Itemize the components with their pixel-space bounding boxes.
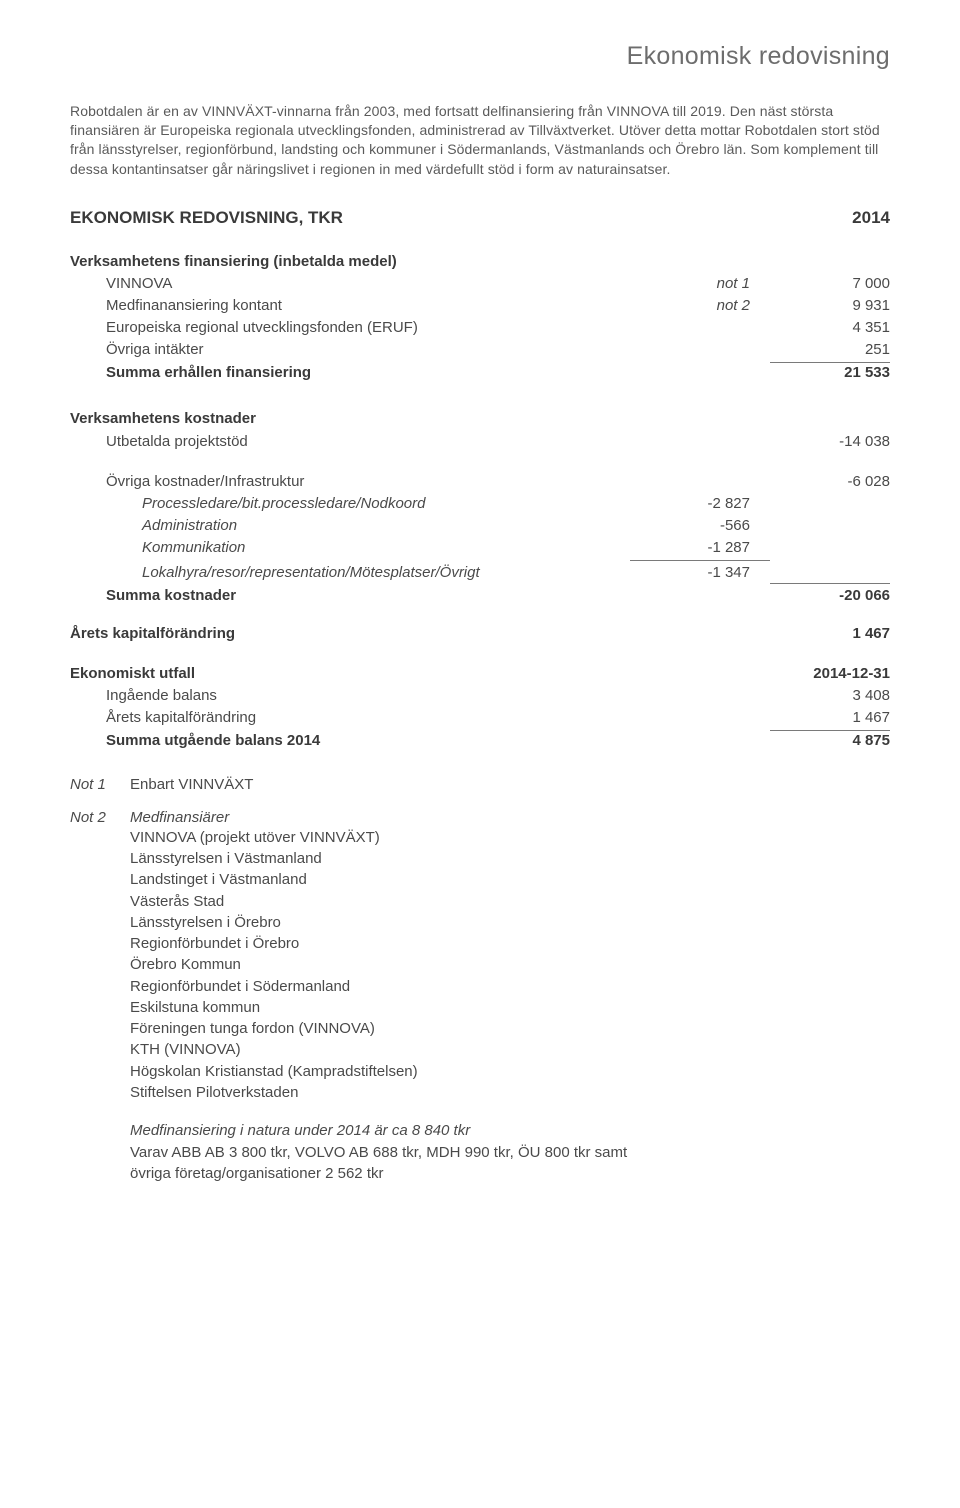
row-label: Årets kapitalförändring xyxy=(70,708,630,728)
note-body: Enbart VINNVÄXT xyxy=(130,775,890,795)
sum-row: Summa erhållen finansiering 21 533 xyxy=(70,363,890,385)
row-value: 4 875 xyxy=(770,731,890,751)
list-item: Föreningen tunga fordon (VINNOVA) xyxy=(130,1019,890,1039)
table-row: Årets kapitalförändring 1 467 xyxy=(70,708,890,731)
note-key: Not 2 xyxy=(70,808,130,828)
footer-line: övriga företag/organisationer 2 562 tkr xyxy=(130,1164,890,1184)
row-label: VINNOVA xyxy=(70,274,630,294)
list-item: Högskolan Kristianstad (Kampradstiftelse… xyxy=(130,1062,890,1082)
list-item: Västerås Stad xyxy=(130,892,890,912)
table-row: Övriga kostnader/Infrastruktur -6 028 xyxy=(70,472,890,494)
table-heading: EKONOMISK REDOVISNING, TKR 2014 xyxy=(70,207,890,230)
list-item: Länsstyrelsen i Örebro xyxy=(130,913,890,933)
outcome-date: 2014-12-31 xyxy=(770,664,890,684)
row-label: Kommunikation xyxy=(70,538,630,558)
row-value: -6 028 xyxy=(770,472,890,492)
list-item: VINNOVA (projekt utöver VINNVÄXT) xyxy=(130,828,890,848)
page-title: Ekonomisk redovisning xyxy=(70,40,890,74)
table-row: Utbetalda projektstöd -14 038 xyxy=(70,432,890,454)
row-value: -14 038 xyxy=(770,432,890,452)
note-key: Not 1 xyxy=(70,775,130,795)
row-mid: -1 347 xyxy=(630,560,770,583)
outcome-title: Ekonomiskt utfall xyxy=(70,664,630,684)
row-mid: -1 287 xyxy=(630,538,770,558)
table-row: Ingående balans 3 408 xyxy=(70,686,890,708)
table-row: Medfinanansiering kontant not 2 9 931 xyxy=(70,296,890,318)
sum-row: Summa kostnader -20 066 xyxy=(70,583,890,606)
row-label: Summa utgående balans 2014 xyxy=(70,731,630,751)
note2-title: Medfinansiärer xyxy=(130,808,890,828)
list-item: Landstinget i Västmanland xyxy=(130,870,890,890)
heading-left: EKONOMISK REDOVISNING, TKR xyxy=(70,207,343,230)
intro-paragraph: Robotdalen är en av VINNVÄXT-vinnarna fr… xyxy=(70,102,890,179)
sum-row: Summa utgående balans 2014 4 875 xyxy=(70,731,890,753)
row-mid: -566 xyxy=(630,516,770,536)
table-row: Kommunikation -1 287 xyxy=(70,538,890,560)
outcome-heading: Ekonomiskt utfall 2014-12-31 xyxy=(70,664,890,686)
row-label: Övriga kostnader/Infrastruktur xyxy=(70,472,630,492)
row-value: 3 408 xyxy=(770,686,890,706)
table-row: Administration -566 xyxy=(70,516,890,538)
costs-title: Verksamhetens kostnader xyxy=(70,409,890,429)
row-label: Europeiska regional utvecklingsfonden (E… xyxy=(70,318,630,338)
row-value: 251 xyxy=(770,340,890,363)
row-label: Medfinanansiering kontant xyxy=(70,296,630,316)
table-row: VINNOVA not 1 7 000 xyxy=(70,274,890,296)
financing-title: Verksamhetens finansiering (inbetalda me… xyxy=(70,252,890,272)
table-row: Lokalhyra/resor/representation/Mötesplat… xyxy=(70,560,890,583)
row-value: 7 000 xyxy=(770,274,890,294)
row-note: not 1 xyxy=(630,274,770,294)
table-row: Processledare/bit.processledare/Nodkoord… xyxy=(70,494,890,516)
capital-row: Årets kapitalförändring 1 467 xyxy=(70,624,890,646)
row-label: Processledare/bit.processledare/Nodkoord xyxy=(70,494,630,514)
row-label: Administration xyxy=(70,516,630,536)
list-item: Stiftelsen Pilotverkstaden xyxy=(130,1083,890,1103)
row-label: Ingående balans xyxy=(70,686,630,706)
list-item: Regionförbundet i Örebro xyxy=(130,934,890,954)
row-label: Utbetalda projektstöd xyxy=(70,432,630,452)
row-mid: -2 827 xyxy=(630,494,770,514)
row-label: Övriga intäkter xyxy=(70,340,630,360)
note-body: Medfinansiärer VINNOVA (projekt utöver V… xyxy=(130,808,890,1184)
list-item: Örebro Kommun xyxy=(130,955,890,975)
row-value: 21 533 xyxy=(770,363,890,383)
row-value: 9 931 xyxy=(770,296,890,316)
note-2: Not 2 Medfinansiärer VINNOVA (projekt ut… xyxy=(70,808,890,1184)
heading-right: 2014 xyxy=(852,207,890,230)
list-item: KTH (VINNOVA) xyxy=(130,1040,890,1060)
list-item: Regionförbundet i Södermanland xyxy=(130,977,890,997)
table-row: Övriga intäkter 251 xyxy=(70,340,890,363)
note-1: Not 1 Enbart VINNVÄXT xyxy=(70,775,890,795)
table-row: Europeiska regional utvecklingsfonden (E… xyxy=(70,318,890,340)
row-value: 1 467 xyxy=(770,624,890,644)
row-label: Summa erhållen finansiering xyxy=(70,363,630,383)
list-item: Eskilstuna kommun xyxy=(130,998,890,1018)
footer-line: Varav ABB AB 3 800 tkr, VOLVO AB 688 tkr… xyxy=(130,1143,890,1163)
row-value: 1 467 xyxy=(770,708,890,731)
row-label: Lokalhyra/resor/representation/Mötesplat… xyxy=(70,563,630,583)
row-note: not 2 xyxy=(630,296,770,316)
list-item: Länsstyrelsen i Västmanland xyxy=(130,849,890,869)
row-label: Summa kostnader xyxy=(70,586,630,606)
row-label: Årets kapitalförändring xyxy=(70,624,630,644)
footer-italic: Medfinansiering i natura under 2014 är c… xyxy=(130,1121,890,1141)
row-value: 4 351 xyxy=(770,318,890,338)
row-value: -20 066 xyxy=(770,583,890,606)
